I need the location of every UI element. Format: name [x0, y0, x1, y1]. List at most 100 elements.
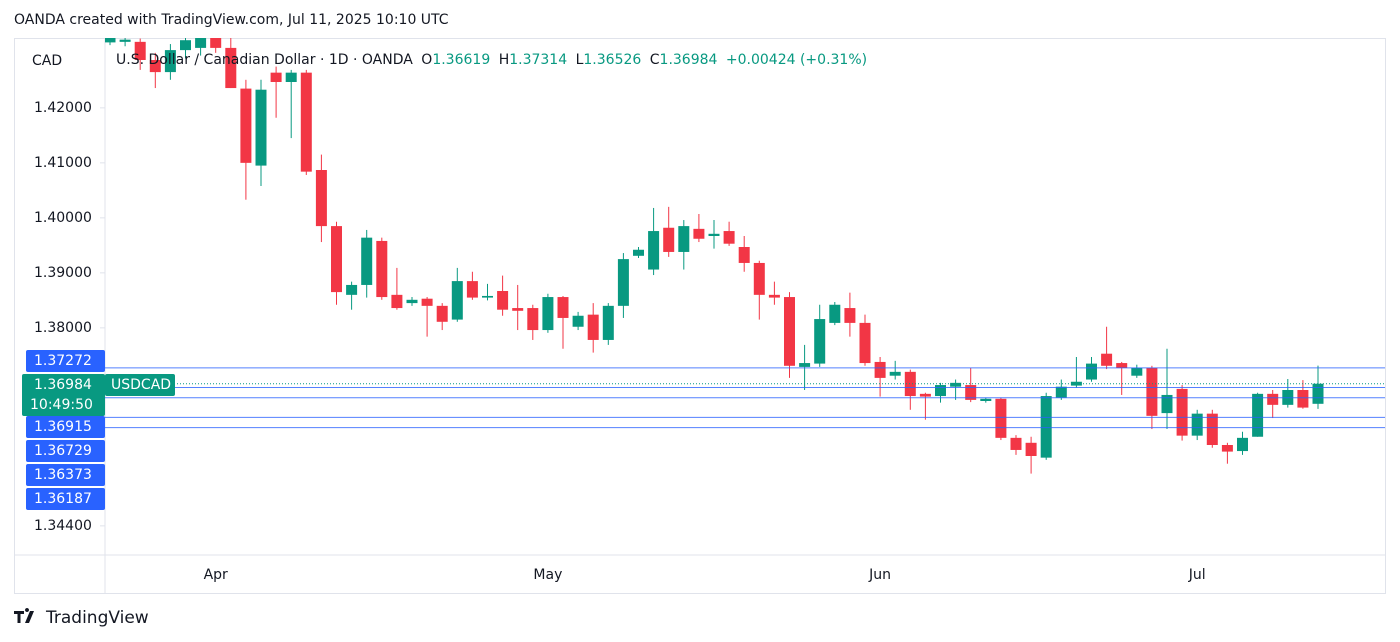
ohlc-value: 1.37314	[509, 52, 567, 68]
candle-body	[1252, 393, 1264, 437]
candle-body	[889, 371, 901, 376]
candle-body	[965, 385, 977, 400]
candle-body	[1206, 413, 1218, 445]
price-label: 1.36187	[34, 491, 92, 507]
candle-body	[784, 297, 795, 366]
price-label: 1.37272	[34, 353, 92, 369]
x-tick-label: Apr	[204, 567, 228, 583]
currency[interactable]: CAD	[32, 53, 62, 69]
y-tick-label: 1.39000	[34, 265, 92, 281]
candle-body	[391, 294, 403, 309]
frame	[14, 38, 1386, 594]
candle-body	[950, 382, 962, 387]
candle-body	[587, 314, 599, 340]
candle-body	[1040, 396, 1052, 458]
price-label: 1.36915	[34, 419, 92, 435]
candle-body	[557, 297, 569, 318]
ohlc-label: O	[421, 52, 432, 68]
candle-body	[497, 291, 509, 310]
candle-body	[240, 88, 252, 163]
candle-body	[436, 305, 448, 322]
x-tick-label: May	[533, 567, 562, 583]
candle-body	[210, 38, 222, 48]
candle-body	[346, 284, 358, 295]
y-tick-label: 1.34400	[34, 518, 92, 534]
ohlc-value: 1.36526	[583, 52, 641, 68]
price-label: 1.36373	[34, 467, 92, 483]
candle-body	[663, 227, 675, 252]
candle-body	[134, 41, 146, 60]
ohlc-label: H	[499, 52, 510, 68]
price-label-box	[26, 488, 105, 510]
candle-body	[1101, 353, 1113, 366]
candle-body	[1161, 394, 1173, 414]
ohlc-value: 1.36984	[660, 52, 718, 68]
candle-body	[482, 295, 493, 298]
candle-body	[648, 231, 660, 270]
candle-body	[723, 231, 735, 244]
brand: TradingView	[45, 608, 149, 628]
candle-body	[466, 281, 478, 298]
candle-body	[300, 72, 312, 172]
last-price-label: 1.36984	[34, 377, 92, 393]
candle-body	[331, 226, 342, 293]
candle-body	[904, 371, 916, 397]
candle-body	[814, 319, 826, 364]
price-label-box	[26, 440, 105, 462]
candle-body	[1237, 437, 1248, 452]
candle-body	[678, 226, 690, 252]
x-tick-label: Jul	[1188, 567, 1206, 583]
candle-body	[995, 398, 1007, 438]
symbol: USDCAD	[111, 377, 171, 393]
candle-body	[255, 89, 267, 166]
y-tick-label: 1.41000	[34, 155, 92, 171]
candle-body	[180, 40, 191, 51]
candle-body	[859, 322, 871, 364]
candle-body	[270, 72, 282, 82]
candle-body	[315, 170, 327, 227]
candle-body	[708, 233, 720, 236]
candle-body	[1191, 413, 1203, 436]
candle-body	[1297, 390, 1309, 408]
candle-body	[421, 298, 433, 306]
countdown: 10:49:50	[30, 397, 93, 413]
price-label-box	[26, 350, 105, 372]
plot	[105, 38, 1385, 474]
candle-body	[195, 38, 207, 48]
candle-body	[1055, 386, 1067, 398]
candle-body	[633, 249, 644, 256]
candle-body	[285, 72, 297, 82]
candle-body	[451, 281, 463, 320]
symbol-box	[105, 374, 175, 396]
candle-body	[149, 60, 161, 73]
candle-body	[602, 305, 614, 340]
candle-body	[1010, 437, 1022, 450]
y-tick-label: 1.38000	[34, 320, 92, 336]
candle-body	[919, 393, 931, 397]
ohlc-label: C	[650, 52, 660, 68]
currency-box[interactable]	[22, 46, 100, 74]
candle-body	[617, 259, 629, 306]
candle-body	[768, 294, 780, 298]
price-label-box	[26, 464, 105, 486]
candle-body	[799, 363, 811, 367]
ohlc-label: L	[576, 52, 584, 68]
candle-body	[1176, 388, 1188, 436]
candle-body	[1267, 393, 1279, 405]
legend: U.S. Dollar / Canadian Dollar · 1D · OAN…	[116, 52, 867, 68]
candle-body	[874, 361, 886, 378]
candle-body	[225, 47, 237, 89]
candle-body	[1086, 363, 1097, 380]
price-label: 1.36729	[34, 443, 92, 459]
candle-body	[1025, 442, 1037, 456]
price-label-box	[26, 416, 105, 438]
candle-body	[527, 308, 539, 331]
header: OANDA created with TradingView.com, Jul …	[14, 12, 449, 28]
candle-body	[376, 240, 388, 298]
candle-body	[844, 308, 856, 323]
candle-body	[935, 385, 946, 397]
y-tick-label: 1.40000	[34, 210, 92, 226]
ohlc-value: 1.36619	[432, 52, 490, 68]
